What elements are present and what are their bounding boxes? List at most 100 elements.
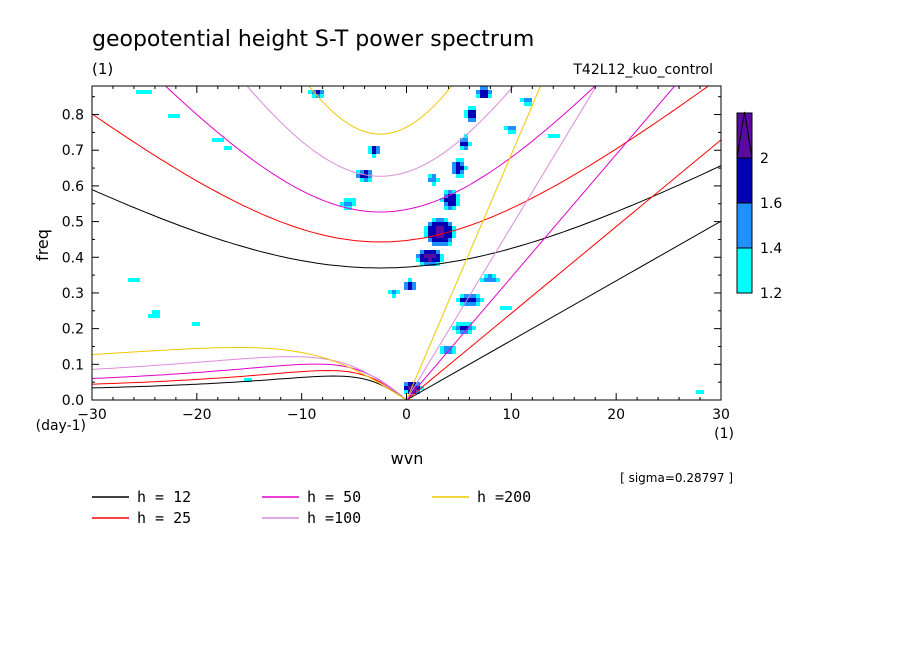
y-tick-label: 0.0 [62, 393, 84, 409]
heat-cell [432, 254, 436, 258]
heat-cell [464, 114, 468, 118]
heat-cell [472, 302, 476, 306]
heat-cell [436, 234, 440, 238]
heat-cell [460, 146, 464, 150]
heat-cell [392, 294, 396, 298]
heat-cell [484, 90, 488, 94]
heat-cell [408, 282, 412, 286]
heat-cell [476, 302, 480, 306]
chart-title: geopotential height S-T power spectrum [92, 27, 534, 52]
heat-cell [448, 242, 452, 246]
heat-cell [404, 382, 408, 386]
heat-cell [488, 274, 492, 278]
heat-cell [464, 134, 468, 138]
heat-cell [452, 226, 456, 230]
heat-cell [436, 238, 440, 242]
heat-cell [508, 306, 512, 310]
colorbar-label: 1.4 [760, 241, 782, 257]
heat-cell [472, 326, 476, 330]
heat-cell [392, 290, 396, 294]
heat-cell [368, 170, 372, 174]
y-tick-label: 0.5 [62, 215, 84, 231]
dispersion-curves [92, 86, 721, 400]
heat-cell [396, 290, 400, 294]
heat-cell [468, 114, 472, 118]
colorbar-label: 1.6 [760, 196, 782, 212]
heat-cell [424, 226, 428, 230]
heat-cell [480, 94, 484, 98]
heat-cell [416, 382, 420, 386]
heat-cell [128, 278, 132, 282]
heat-cell [308, 90, 312, 94]
heat-cell [436, 250, 440, 254]
heat-cell [488, 94, 492, 98]
heat-cell [456, 198, 460, 202]
heat-cell [420, 258, 424, 262]
heat-cell [444, 218, 448, 222]
colorbar-label: 1.2 [760, 286, 782, 302]
heat-cell [452, 202, 456, 206]
y-tick-label: 0.2 [62, 322, 84, 338]
heat-cell [344, 202, 348, 206]
heat-cell [424, 250, 428, 254]
heat-cell [408, 382, 412, 386]
x-tick-label: −30 [77, 407, 107, 423]
heat-cell [696, 390, 700, 394]
heat-cell [348, 202, 352, 206]
heat-cell [432, 174, 436, 178]
heat-cell [364, 170, 368, 174]
heat-cell [416, 390, 420, 394]
heat-cell [320, 90, 324, 94]
heat-cell [464, 298, 468, 302]
heat-cell [460, 330, 464, 334]
heat-cell [416, 386, 420, 390]
heat-cell [440, 198, 444, 202]
heat-cell [448, 194, 452, 198]
heat-cell [464, 294, 468, 298]
legend-label: h =200 [477, 488, 531, 506]
heat-cell [496, 278, 500, 282]
heat-cell [504, 306, 508, 310]
heat-cell [348, 198, 352, 202]
heat-cell [484, 274, 488, 278]
heat-cell [448, 190, 452, 194]
heat-cell [420, 250, 424, 254]
heat-cell [428, 254, 432, 258]
heat-cell [468, 298, 472, 302]
x-tick-label: 10 [502, 407, 520, 423]
axes: −30 −20 −10 0 10 20 30 0.0 0.1 0.2 0.3 0.4 0.5 0.6 0.7… [62, 86, 730, 423]
heat-cell [488, 278, 492, 282]
heat-cell [556, 134, 560, 138]
heat-cell [456, 194, 460, 198]
legend-label: h = 25 [137, 509, 191, 527]
rossby-curve-h50 [92, 363, 407, 400]
heat-cell [460, 166, 464, 170]
heat-cell [448, 198, 452, 202]
plot-frame [91, 85, 722, 401]
heat-cell [364, 174, 368, 178]
heat-cell [424, 254, 428, 258]
heat-cell [132, 278, 136, 282]
heat-cell [212, 138, 216, 142]
heat-cell [460, 174, 464, 178]
heat-cell [424, 262, 428, 266]
heat-cell [432, 242, 436, 246]
heat-cell [436, 242, 440, 246]
heat-cell [456, 202, 460, 206]
rossby-curve-h12 [92, 375, 407, 400]
heat-cell [508, 126, 512, 130]
heat-cell [244, 378, 248, 382]
heat-cell [404, 286, 408, 290]
heat-cell [552, 134, 556, 138]
heat-cell [468, 110, 472, 114]
rossby-curve-h25 [92, 369, 407, 400]
heat-cell [368, 150, 372, 154]
heat-cell [476, 90, 480, 94]
kelvin-curve-h12 [406, 220, 721, 400]
heat-cell [468, 118, 472, 122]
heat-cell [528, 102, 532, 106]
heat-cell [460, 138, 464, 142]
heat-cell [528, 98, 532, 102]
x-tick-label: −20 [182, 407, 212, 423]
heat-cell [444, 350, 448, 354]
